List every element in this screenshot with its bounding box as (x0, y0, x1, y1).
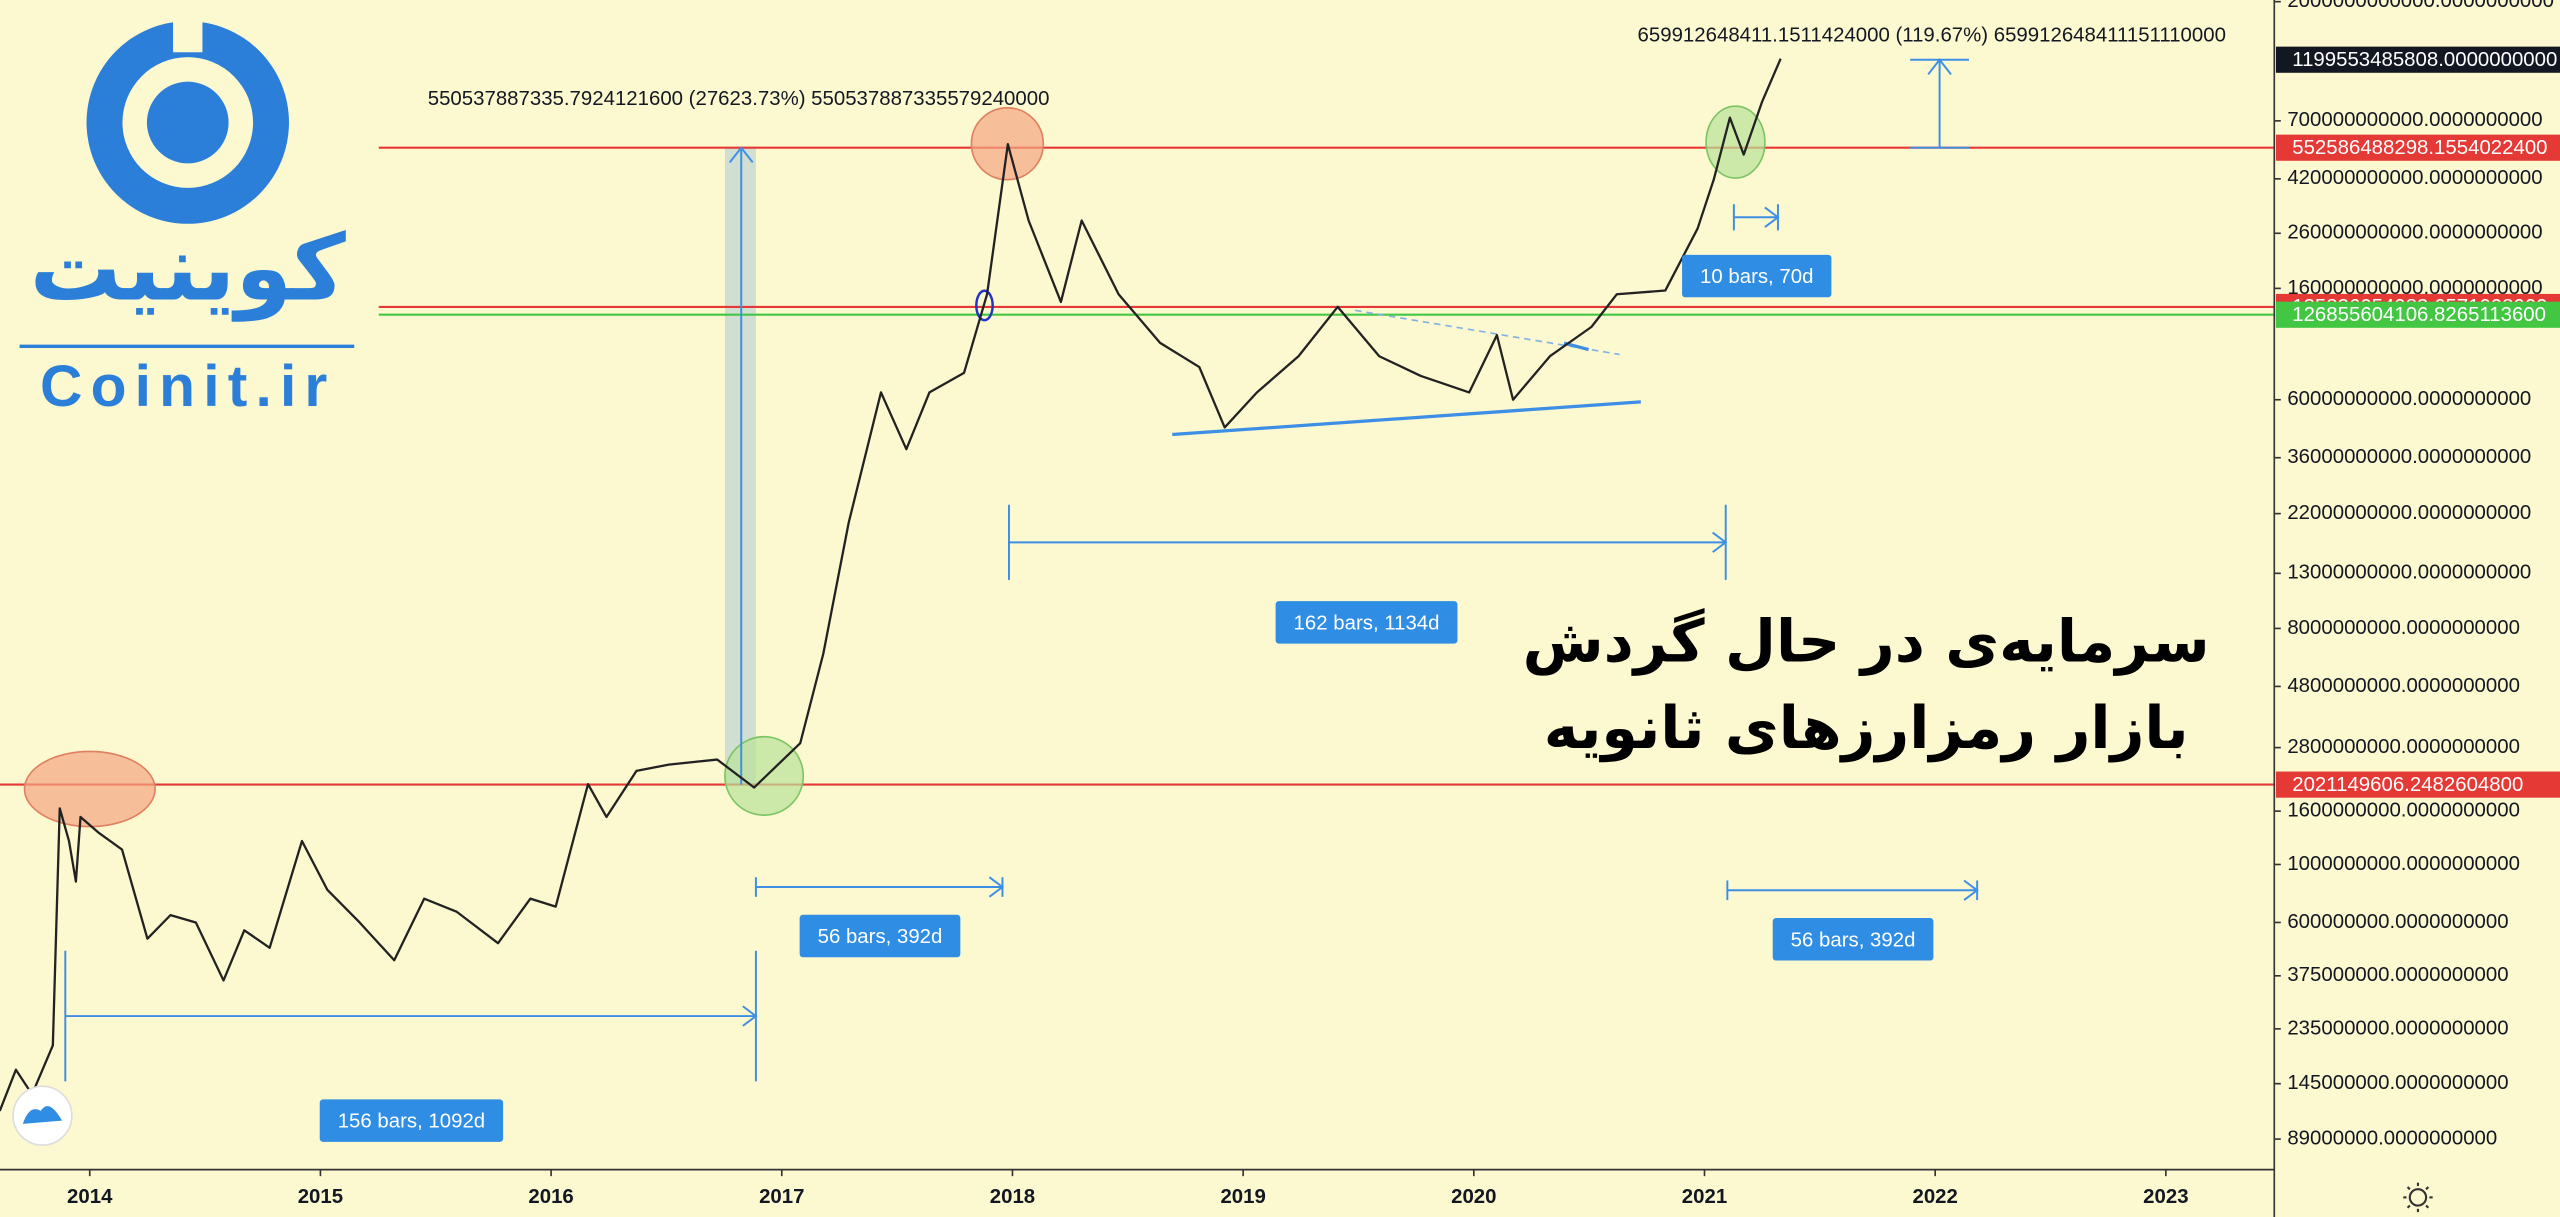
tradingview-glyph (22, 1106, 63, 1124)
marker-ellipse (975, 289, 994, 322)
y-tick-label: 700000000000.0000000000 (2287, 109, 2542, 131)
range-label-box (799, 914, 961, 958)
chart-title: سرمایه‌ی در حال گردش (1523, 606, 2210, 676)
price-line-label: 552586488298.1554022400 (2292, 137, 2547, 159)
x-tick-label: 2022 (1912, 1186, 1957, 1208)
logo-core (146, 81, 229, 164)
x-tick-label: 2020 (1451, 1186, 1496, 1208)
y-tick-label: 235000000.0000000000 (2287, 1017, 2508, 1039)
time-axis-bg (0, 1169, 2275, 1217)
price-line-label: 2021149606.2482604800 (2292, 774, 2523, 796)
settings-icon-ray (2406, 1204, 2411, 1209)
x-tick-label: 2017 (759, 1186, 804, 1208)
highlight-ellipse (23, 750, 156, 828)
price-line-label-box (2275, 771, 2560, 798)
y-tick-label: 375000000.0000000000 (2287, 964, 2508, 986)
y-tick-label: 600000000.0000000000 (2287, 911, 2508, 933)
last-price-label-box (2275, 46, 2560, 73)
highlight-ellipse (724, 735, 805, 816)
settings-icon-ray (2425, 1204, 2430, 1209)
settings-icon-ray (2425, 1186, 2430, 1191)
x-tick-label: 2021 (1682, 1186, 1727, 1208)
y-tick-label: 2000000000000.0000000000 (2287, 0, 2554, 12)
range-label: 162 bars, 1134d (1294, 612, 1440, 634)
y-tick-label: 36000000000.0000000000 (2287, 446, 2531, 468)
price-line-series (0, 58, 1782, 1112)
range-label: 56 bars, 392d (818, 926, 943, 948)
x-tick-label: 2019 (1220, 1186, 1265, 1208)
x-tick-label: 2015 (298, 1186, 343, 1208)
price-line-label: 126855604106.8265113600 (2292, 304, 2546, 326)
highlight-ellipse (1705, 105, 1766, 179)
settings-icon (2408, 1188, 2428, 1207)
x-tick-label: 2023 (2143, 1186, 2188, 1208)
x-tick-label: 2014 (67, 1186, 113, 1208)
x-tick-label: 2016 (528, 1186, 573, 1208)
y-tick-label: 160000000000.0000000000 (2287, 277, 2542, 299)
arrow-head (729, 146, 754, 164)
range-label-box (1275, 601, 1458, 644)
range-label-box (319, 1099, 504, 1142)
range-label-box (1682, 254, 1832, 298)
y-tick-label: 2800000000.0000000000 (2287, 736, 2520, 758)
logo-site: Coinit.ir (40, 354, 335, 419)
y-tick-label: 22000000000.0000000000 (2287, 502, 2531, 524)
measure-label: 659912648411.1511424000 (119.67%) 659912… (1638, 24, 2226, 46)
y-tick-label: 8000000000.0000000000 (2287, 617, 2520, 639)
price-line-label-box (2275, 301, 2560, 328)
price-line-label-box (2275, 134, 2560, 161)
range-label-box (1772, 918, 1934, 961)
settings-icon-ray (2406, 1186, 2411, 1191)
price-axis-bg (2274, 0, 2560, 1217)
logo-notch (173, 16, 203, 53)
chart-subtitle: بازار رمزارزهای ثانویه (1544, 693, 2189, 763)
x-tick-label: 2018 (990, 1186, 1035, 1208)
y-tick-label: 1000000000.0000000000 (2287, 853, 2520, 875)
y-tick-label: 260000000000.0000000000 (2287, 222, 2542, 244)
logo-brand: کوینیت (30, 214, 347, 322)
range-label: 56 bars, 392d (1791, 929, 1916, 951)
measure-label: 550537887335.7924121600 (27623.73%) 5505… (428, 88, 1050, 110)
y-tick-label: 145000000.0000000000 (2287, 1072, 2508, 1094)
logo: کوینیت Coinit.ir (19, 16, 355, 419)
range-label: 10 bars, 70d (1700, 266, 1813, 288)
y-tick-label: 60000000000.0000000000 (2287, 388, 2531, 410)
last-price-label: 1199553485808.0000000000 (2292, 49, 2557, 71)
trendline (1172, 400, 1641, 437)
range-label: 156 bars, 1092d (338, 1111, 485, 1133)
y-tick-label: 89000000.0000000000 (2287, 1127, 2497, 1149)
y-tick-label: 420000000000.0000000000 (2287, 167, 2542, 189)
y-tick-label: 13000000000.0000000000 (2287, 562, 2531, 584)
y-tick-label: 1600000000.0000000000 (2287, 800, 2520, 822)
y-tick-label: 4800000000.0000000000 (2287, 675, 2520, 697)
